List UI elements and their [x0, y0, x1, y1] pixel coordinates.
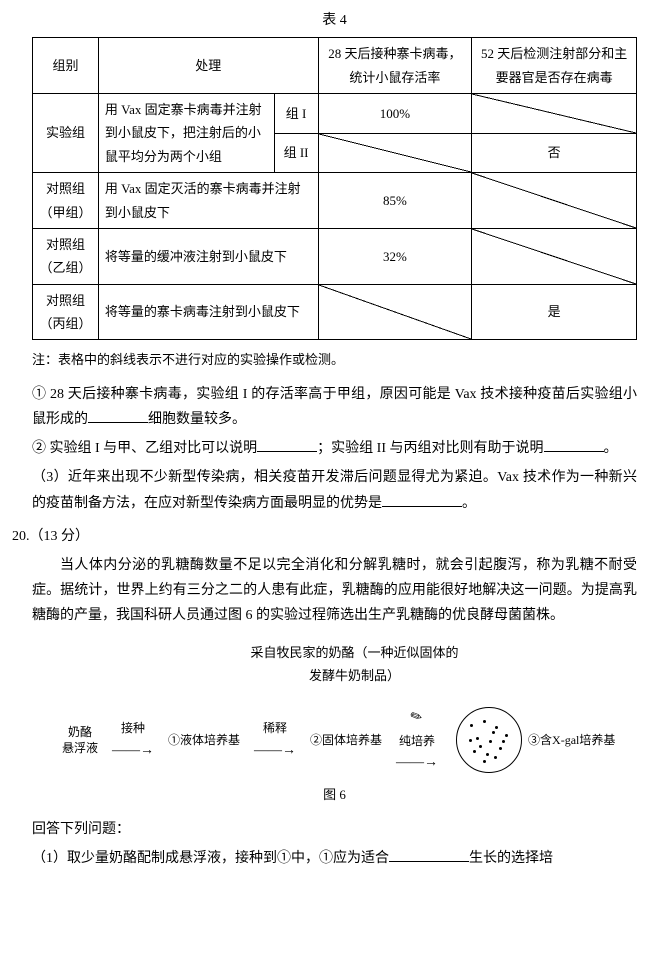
- blank-4: [382, 491, 462, 506]
- th-group: 组别: [33, 38, 99, 94]
- arrow-icon: ——→: [254, 738, 296, 763]
- arrow-icon: ——→: [112, 738, 154, 763]
- q3-text-a: （3）近年来出现不少新型传染病，相关疫苗开发滞后问题显得尤为紧迫。Vax 技术作…: [32, 470, 637, 510]
- figure-title: 图 6: [32, 783, 637, 806]
- q2-text-c: 。: [604, 441, 618, 456]
- cell-ctrlc-treat: 将等量的寨卡病毒注射到小鼠皮下: [98, 284, 318, 340]
- cell-ctrlb-survival: 32%: [318, 228, 472, 284]
- cell-g1: 组 I: [274, 93, 318, 133]
- subq1-a: （1）取少量奶酪配制成悬浮液，接种到①中，①应为适合: [32, 851, 389, 866]
- answer-head: 回答下列问题：: [32, 817, 637, 842]
- th-treatment: 处理: [98, 38, 318, 94]
- q3-text-b: 。: [462, 496, 476, 511]
- figure-top-caption: 采自牧民家的奶酪（一种近似固体的 发酵牛奶制品）: [32, 641, 637, 688]
- cell-g2-detect: 否: [472, 133, 637, 173]
- cell-ctrlb-detect-na: [472, 228, 637, 284]
- experiment-table: 组别 处理 28 天后接种寨卡病毒，统计小鼠存活率 52 天后检测注射部分和主要…: [32, 37, 637, 340]
- q2-text-b: ；实验组 II 与丙组对比则有助于说明: [317, 441, 543, 456]
- cell-ctrla-detect-na: [472, 173, 637, 229]
- table-note: 注：表格中的斜线表示不进行对应的实验操作或检测。: [32, 348, 637, 371]
- cell-ctrla: 对照组（甲组）: [33, 173, 99, 229]
- arr2-label: 稀释: [263, 718, 287, 740]
- flow-arrow-1: 接种 ——→: [112, 718, 154, 763]
- cell-exp-treat: 用 Vax 固定寨卡病毒并注射到小鼠皮下，把注射后的小鼠平均分为两个小组: [98, 93, 274, 172]
- petri-dish-icon: [456, 707, 522, 773]
- sub-question-1: （1）取少量奶酪配制成悬浮液，接种到①中，①应为适合 生长的选择培: [32, 846, 637, 871]
- figure-6: 采自牧民家的奶酪（一种近似固体的 发酵牛奶制品） 奶酪 悬浮液 接种 ——→ ①…: [32, 641, 637, 807]
- flow-step-1: ①液体培养基: [168, 732, 240, 749]
- cell-ctrlb: 对照组（乙组）: [33, 228, 99, 284]
- arrow-icon: ——→: [396, 750, 438, 775]
- th-survival: 28 天后接种寨卡病毒，统计小鼠存活率: [318, 38, 472, 94]
- table-title: 表 4: [32, 8, 637, 33]
- q20-paragraph: 当人体内分泌的乳糖酶数量不足以完全消化和分解乳糖时，就会引起腹泻，称为乳糖不耐受…: [32, 553, 637, 629]
- arr1-label: 接种: [121, 718, 145, 740]
- cell-ctrlc-survival-na: [318, 284, 472, 340]
- cell-ctrlb-treat: 将等量的缓冲液注射到小鼠皮下: [98, 228, 318, 284]
- flow-arrow-2: 稀释 ——→: [254, 718, 296, 763]
- blank-5: [389, 847, 469, 862]
- flow-start: 奶酪 悬浮液: [62, 724, 98, 758]
- brush-icon: ✎: [406, 704, 427, 732]
- flow-start-l1: 奶酪: [68, 725, 92, 739]
- question-item-2: ② 实验组 I 与甲、乙组对比可以说明 ；实验组 II 与丙组对比则有助于说明 。: [32, 436, 637, 461]
- q20-number: 20.（13 分）: [12, 524, 637, 549]
- cell-g1-detect-na: [472, 93, 637, 133]
- question-item-3: （3）近年来出现不少新型传染病，相关疫苗开发滞后问题显得尤为紧迫。Vax 技术作…: [32, 465, 637, 515]
- flow-step-2: ②固体培养基: [310, 732, 382, 749]
- q1-text-b: 细胞数量较多。: [148, 412, 246, 427]
- arr3-label: 纯培养: [399, 731, 435, 753]
- question-item-1: ① 28 天后接种寨卡病毒，实验组 I 的存活率高于甲组，原因可能是 Vax 技…: [32, 382, 637, 432]
- fig-cap-line2: 发酵牛奶制品）: [309, 668, 400, 683]
- flow-step-3: ③含X-gal培养基: [528, 732, 615, 749]
- cell-ctrla-survival: 85%: [318, 173, 472, 229]
- fig-cap-line1: 采自牧民家的奶酪（一种近似固体的: [250, 645, 458, 660]
- cell-g1-survival: 100%: [318, 93, 472, 133]
- blank-1: [88, 408, 148, 423]
- th-detect: 52 天后检测注射部分和主要器官是否存在病毒: [472, 38, 637, 94]
- q2-text-a: ② 实验组 I 与甲、乙组对比可以说明: [32, 441, 257, 456]
- cell-g2: 组 II: [274, 133, 318, 173]
- blank-3: [544, 437, 604, 452]
- cell-exp-label: 实验组: [33, 93, 99, 172]
- cell-ctrlc: 对照组（丙组）: [33, 284, 99, 340]
- cell-ctrlc-detect: 是: [472, 284, 637, 340]
- flow-arrow-3: ✎ 纯培养 ——→: [396, 705, 438, 775]
- flow-start-l2: 悬浮液: [62, 741, 98, 755]
- cell-g2-survival-na: [318, 133, 472, 173]
- cell-ctrla-treat: 用 Vax 固定灭活的寨卡病毒并注射到小鼠皮下: [98, 173, 318, 229]
- subq1-b: 生长的选择培: [469, 851, 553, 866]
- blank-2: [257, 437, 317, 452]
